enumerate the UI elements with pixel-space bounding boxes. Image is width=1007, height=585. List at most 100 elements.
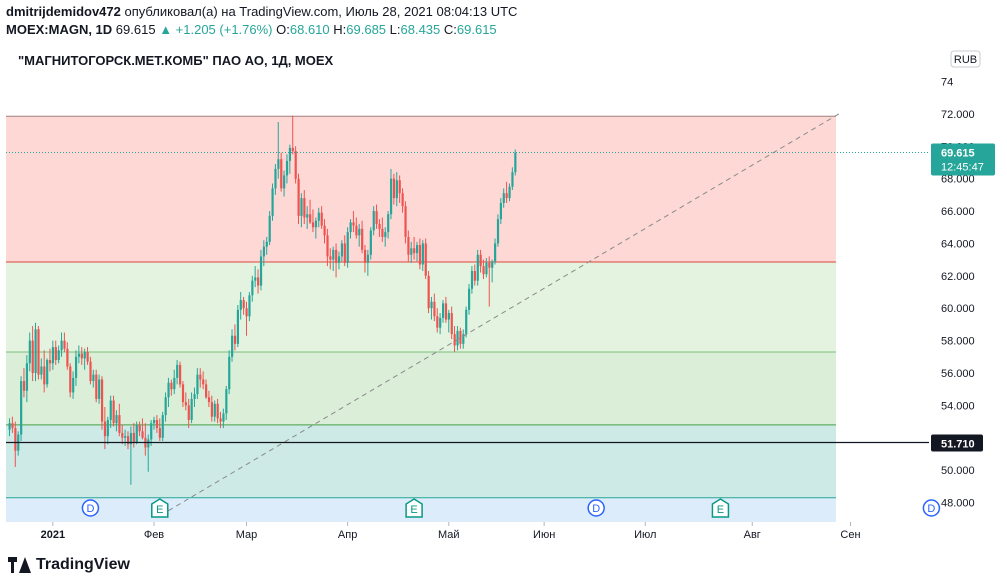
high-label: H: — [333, 22, 347, 37]
candle-body — [372, 211, 375, 231]
candle-body — [262, 246, 266, 257]
candle-body — [366, 254, 370, 263]
price-zone — [6, 116, 836, 263]
y-tick-label: 50.000 — [941, 465, 975, 477]
candle-body — [465, 309, 468, 335]
candle-body — [447, 313, 450, 320]
horizontal-line-value: 51.710 — [941, 438, 975, 450]
x-tick-label: 2021 — [41, 529, 65, 541]
tradingview-icon — [8, 557, 31, 573]
price-zone — [6, 424, 836, 498]
candle-body — [277, 159, 280, 169]
candle-body — [43, 366, 46, 385]
candle-body — [132, 432, 135, 443]
x-tick-label: Мар — [236, 529, 258, 541]
candle-body — [109, 400, 112, 420]
candle-body — [415, 245, 419, 254]
y-tick-label: 58.000 — [941, 336, 975, 348]
zones-layer — [6, 116, 836, 522]
candle-body — [442, 303, 445, 318]
candle-body — [494, 243, 497, 262]
y-axis: 7472.00070.00068.00066.00064.00062.00060… — [931, 76, 995, 510]
candle-body — [199, 374, 202, 380]
trend-line — [168, 113, 840, 512]
candle-body — [213, 403, 216, 417]
candle-body — [259, 256, 263, 286]
high-value: 69.685 — [346, 22, 387, 37]
candle-body — [242, 300, 245, 309]
candle-body — [173, 377, 176, 390]
candle-body — [141, 431, 144, 438]
dividend-event-icon — [587, 499, 605, 517]
candle-body — [190, 398, 193, 420]
candle-body — [179, 364, 182, 385]
candle-body — [450, 313, 453, 335]
candle-body — [248, 295, 251, 317]
candle-body — [271, 188, 274, 216]
candle-body — [176, 364, 179, 378]
price-zone — [6, 351, 836, 425]
price-zone — [6, 262, 836, 352]
candle-body — [54, 347, 57, 361]
candle-body — [74, 356, 78, 378]
candle-body — [499, 202, 502, 220]
candle-body — [479, 254, 482, 267]
candle-body — [413, 248, 416, 254]
candle-body — [369, 230, 372, 255]
currency-badge[interactable]: RUB — [950, 50, 981, 68]
candle-body — [320, 212, 323, 226]
candle-body — [202, 379, 205, 385]
candle-body — [231, 335, 234, 357]
candle-body — [410, 248, 413, 255]
x-tick-label: Май — [438, 529, 460, 541]
candle-body — [476, 254, 479, 281]
candle-body — [398, 180, 401, 194]
candle-body — [187, 405, 190, 420]
candle-body — [265, 241, 268, 247]
chart-title: "МАГНИТОГОРСК.МЕТ.КОМБ" ПАО АО, 1Д, MOEX — [18, 53, 334, 68]
x-tick-label: Фев — [144, 529, 164, 541]
author-name[interactable]: dmitrijdemidov472 — [6, 4, 121, 19]
candle-body — [303, 198, 306, 218]
candle-body — [340, 243, 344, 257]
candle-body — [124, 436, 127, 438]
candle-body — [329, 256, 332, 260]
candle-body — [514, 152, 517, 173]
candle-body — [488, 262, 491, 268]
candle-body — [86, 351, 89, 362]
candle-body — [164, 397, 167, 416]
candle-body — [115, 415, 118, 424]
dividend-event-icon — [81, 499, 100, 517]
candle-body — [378, 224, 381, 229]
candle-body — [427, 275, 430, 309]
candle-body — [196, 374, 199, 395]
candle-body — [161, 415, 164, 438]
candle-body — [291, 147, 294, 152]
candle-body — [14, 428, 17, 451]
candle-body — [482, 266, 485, 275]
candle-body — [228, 356, 231, 390]
candle-body — [135, 424, 138, 443]
candle-body — [25, 363, 29, 391]
candle-body — [352, 222, 355, 226]
candle-body — [89, 361, 92, 382]
symbol-info: MOEX:MAGN, 1D 69.615 ▲ +1.205 (+1.76%) O… — [6, 22, 497, 37]
currency-label: RUB — [954, 54, 977, 66]
candle-body — [57, 350, 60, 361]
candle-body — [60, 340, 63, 351]
candle-body — [20, 381, 23, 435]
candle-body — [317, 212, 320, 221]
y-tick-label: 68.000 — [941, 174, 975, 186]
candle-body — [274, 168, 277, 189]
candle-body — [459, 330, 462, 344]
x-tick-label: Апр — [338, 529, 357, 541]
candle-body — [424, 243, 427, 276]
candle-body — [236, 309, 240, 344]
candle-body — [444, 303, 448, 320]
tradingview-logo[interactable]: TradingView — [8, 556, 130, 574]
x-tick-label: Июл — [634, 529, 656, 541]
y-tick-label: 66.000 — [941, 206, 975, 218]
candle-body — [363, 249, 367, 263]
y-tick-label: 56.000 — [941, 368, 975, 380]
